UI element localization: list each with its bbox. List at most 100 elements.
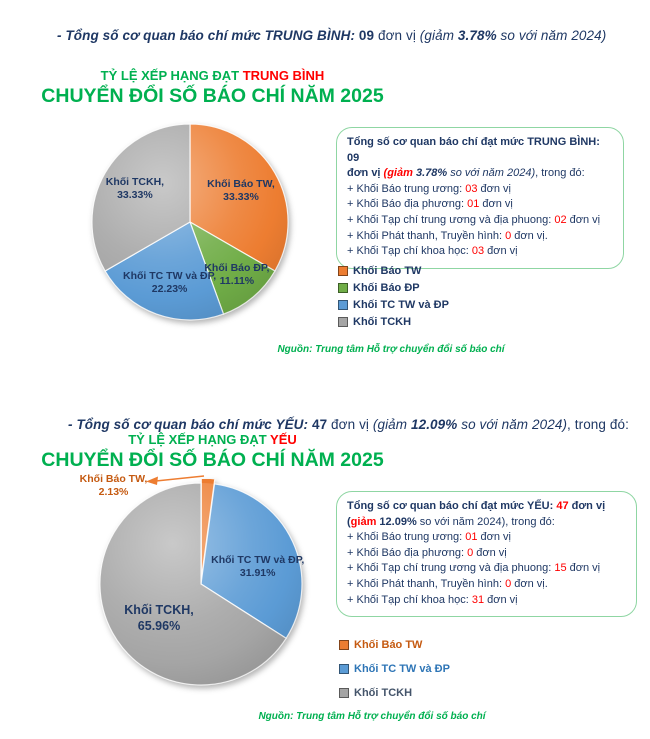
item-count: 0 <box>505 577 512 590</box>
item-count: 01 <box>465 531 478 544</box>
legend-item-bao-tw: Khối Báo TW <box>338 262 449 279</box>
text-segment: (giảm <box>383 167 416 180</box>
chart-title-line1: TỶ LỆ XẾP HẠNG ĐẠT TRUNG BÌNH <box>40 68 385 84</box>
info-intro: Tổng số cơ quan báo chí đạt mức TRUNG BÌ… <box>347 135 613 182</box>
legend-item-bao-dp: Khối Báo ĐP <box>338 279 449 296</box>
slice-label-bao-dp: Khối Báo ĐP, 11.11% <box>204 262 269 288</box>
legend-item-tckh: Khối TCKH <box>339 681 450 705</box>
text-segment: 09 <box>358 27 375 43</box>
info-item: + Khối Báo địa phương: 01 đơn vị <box>347 197 613 213</box>
text-segment: đơn vị. <box>511 229 548 242</box>
text-segment: + Khối Tạp chí trung ương và địa phuong: <box>347 562 555 575</box>
text-segment: đơn vị <box>374 27 420 43</box>
text-segment: đơn vị <box>477 182 511 195</box>
text-segment: so với năm 2024) <box>496 27 607 43</box>
slice-label-pct: 33.33% <box>223 191 259 204</box>
legend-swatch <box>338 265 348 276</box>
text-segment: + Khối Báo địa phương: <box>347 546 468 559</box>
text-segment: (giảm <box>419 27 458 43</box>
chart-title-line2: CHUYỂN ĐỔI SỐ BÁO CHÍ NĂM 2025 <box>41 84 384 107</box>
source-note-medium: Nguồn: Trung tâm Hỗ trợ chuyển đổi số bá… <box>277 344 505 355</box>
pie-chart-weak: Khối Báo TW, 2.13% Khối TC TW và ĐP, 31.… <box>80 473 306 689</box>
item-count: 03 <box>471 245 485 258</box>
legend-swatch <box>339 688 349 698</box>
slice-label-tc-tw-dp: Khối TC TW và ĐP, 22.23% <box>123 270 216 296</box>
text-segment: so với năm 2024), trong đó: <box>419 515 555 528</box>
pie-weak-svg <box>96 477 306 694</box>
text-segment: - Tổng số cơ quan báo chí mức TRUNG BÌNH… <box>57 27 359 43</box>
text-segment: + Khối Báo trung ương: <box>347 182 466 195</box>
text-segment: đơn vị <box>484 245 518 258</box>
info-item: + Khối Phát thanh, Truyền hình: 0 đơn vị… <box>347 577 626 593</box>
chart-title-highlight: TRUNG BÌNH <box>242 68 325 83</box>
text-segment: , trong đó: <box>535 167 585 180</box>
info-box-medium: Tổng số cơ quan báo chí đạt mức TRUNG BÌ… <box>336 127 624 269</box>
text-segment: , trong đó: <box>567 416 629 432</box>
text-segment: đơn vị. <box>511 577 548 590</box>
text-segment: giảm <box>350 515 377 528</box>
info-item: + Khối Tạp chí trung ương và địa phuong:… <box>347 213 613 229</box>
chart-title-line1: TỶ LỆ XẾP HẠNG ĐẠT YẾU <box>40 432 385 448</box>
text-segment: so với năm 2024) <box>457 416 568 432</box>
text-segment: (giảm <box>372 416 411 432</box>
text-segment: 3.78% <box>415 167 451 180</box>
text-segment: 47 <box>556 500 569 512</box>
pie-chart-medium: Khối Báo TW, 33.33% Khối Báo ĐP, 11.11% … <box>88 120 292 324</box>
legend-label: Khối Báo TW <box>354 639 423 651</box>
chart-title-prefix: TỶ LỆ XẾP HẠNG ĐẠT <box>100 68 243 83</box>
legend-weak: Khối Báo TW Khối TC TW và ĐP Khối TCKH <box>339 633 450 705</box>
chart-title-prefix: TỶ LỆ XẾP HẠNG ĐẠT <box>128 432 271 447</box>
legend-item-tckh: Khối TCKH <box>338 313 449 330</box>
legend-item-tc-tw-dp: Khối TC TW và ĐP <box>339 657 450 681</box>
text-segment: + Khối Tạp chí trung ương và địa phuong: <box>347 213 555 226</box>
text-segment: đơn vị <box>566 562 601 575</box>
info-item: + Khối Tạp chí trung ương và địa phuong:… <box>347 561 626 577</box>
legend-swatch <box>338 299 348 310</box>
item-count: 01 <box>467 198 480 211</box>
slice-label-pct: 31.91% <box>239 567 276 580</box>
item-count: 02 <box>554 213 567 226</box>
text-segment: đơn vị <box>566 213 601 226</box>
info-item: + Khối Báo trung ương: 01 đơn vị <box>347 530 626 546</box>
text-segment: đơn vị <box>484 593 518 606</box>
item-count: 15 <box>554 562 567 575</box>
item-count: 31 <box>471 593 485 606</box>
text-segment: 12.09% <box>410 416 458 432</box>
slice-label-tckh: Khối TCKH, 33.33% <box>106 176 164 202</box>
legend-label: Khối TC TW và ĐP <box>354 663 450 675</box>
slice-label-name: Khối Báo TW, <box>207 178 275 191</box>
slice-label-pct: 65.96% <box>137 618 181 633</box>
text-segment: đơn vị <box>473 546 507 559</box>
legend-swatch <box>338 282 348 293</box>
callout-arrow-icon <box>146 475 205 485</box>
info-item: + Khối Báo trung ương: 03 đơn vị <box>347 182 613 198</box>
text-segment: + Khối Báo trung ương: <box>347 531 466 544</box>
slice-label-name: Khối TCKH, <box>105 176 165 189</box>
legend-swatch <box>338 316 348 327</box>
slice-label-name: Khối TC TW và ĐP, <box>123 270 217 283</box>
chart-title-line2: CHUYỂN ĐỔI SỐ BÁO CHÍ NĂM 2025 <box>41 448 384 471</box>
item-count: 0 <box>467 546 474 559</box>
text-segment: so với năm 2024) <box>450 167 536 180</box>
text-segment: - Tổng số cơ quan báo chí mức YẾU: <box>68 416 312 432</box>
text-segment: Tổng số cơ quan báo chí đạt mức YẾU: <box>347 500 557 512</box>
text-segment: 12.09% <box>376 515 420 528</box>
legend-label: Khối TC TW và ĐP <box>353 298 449 311</box>
legend-item-bao-tw: Khối Báo TW <box>339 633 450 657</box>
info-item: + Khối Báo địa phương: 0 đơn vị <box>347 546 626 562</box>
item-count: 0 <box>505 229 512 242</box>
text-segment: + Khối Phát thanh, Truyền hình: <box>347 577 506 590</box>
info-intro: Tổng số cơ quan báo chí đạt mức YẾU: 47 … <box>347 499 626 530</box>
source-note-weak: Nguồn: Trung tâm Hỗ trợ chuyển đổi số bá… <box>258 711 486 722</box>
slice-label-name: Khối Báo TW, <box>79 473 148 485</box>
callout-label-bao-tw: Khối Báo TW, 2.13% <box>66 473 161 498</box>
slice-label-name: Khối TC TW và ĐP, <box>211 554 305 567</box>
legend-swatch <box>339 640 349 650</box>
text-segment: ( <box>347 515 351 528</box>
text-segment: + Khối Tạp chí khoa học: <box>347 245 472 258</box>
text-segment: Tổng số cơ quan báo chí đạt mức TRUNG BÌ… <box>347 136 600 164</box>
legend-medium: Khối Báo TW Khối Báo ĐP Khối TC TW và ĐP… <box>338 262 449 330</box>
text-segment: + Khối Báo địa phương: <box>347 198 468 211</box>
text-segment: đơn vị <box>327 416 373 432</box>
